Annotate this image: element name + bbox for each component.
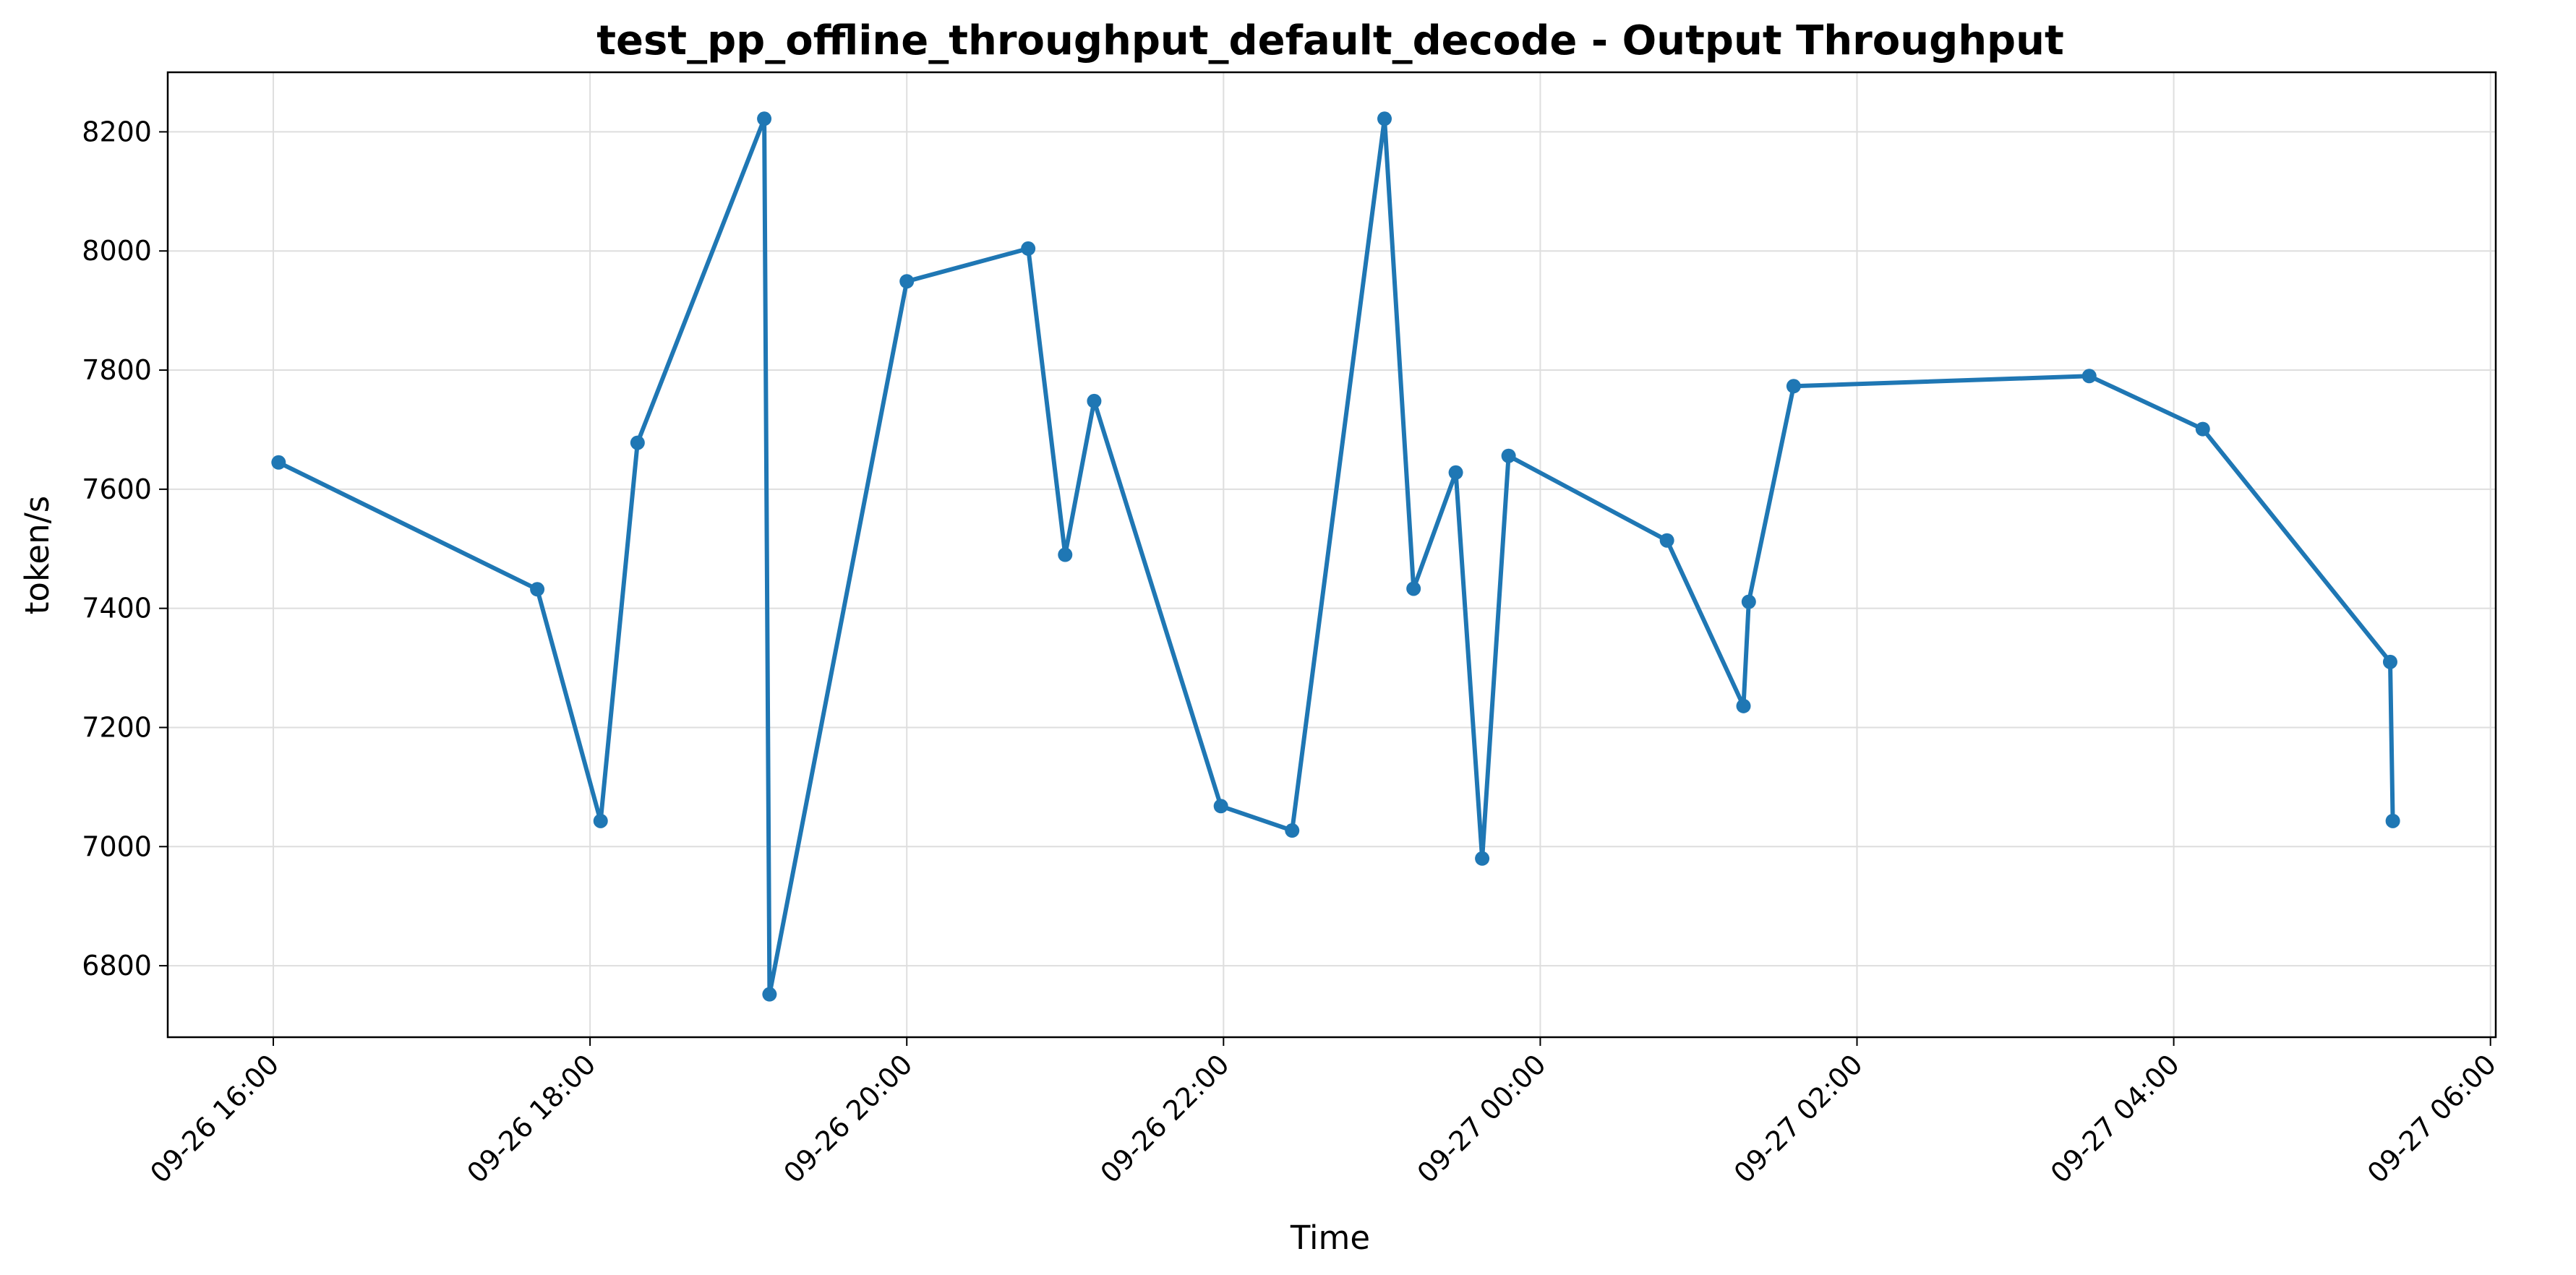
data-point (530, 582, 545, 597)
data-point (1475, 851, 1490, 866)
data-point (2385, 813, 2400, 828)
data-point (2081, 369, 2097, 384)
data-point (1213, 799, 1228, 814)
data-point (1786, 379, 1801, 394)
y-tick-label: 7800 (82, 354, 152, 386)
data-point (757, 111, 772, 126)
data-point (1501, 448, 1516, 463)
data-point (2382, 654, 2397, 669)
data-point (1659, 533, 1674, 548)
data-point (593, 813, 608, 828)
chart-title: test_pp_offline_throughput_default_decod… (596, 17, 2064, 64)
data-point (1377, 111, 1392, 126)
data-point (271, 455, 286, 470)
data-point (762, 987, 777, 1002)
plot-frame (166, 71, 2497, 1039)
y-tick-label: 7600 (82, 473, 152, 505)
data-point (1058, 547, 1073, 562)
data-point (899, 274, 915, 289)
y-axis: 6800 7000 7200 7400 7600 7800 8000 8200 (82, 116, 168, 982)
y-tick-label: 8200 (82, 116, 152, 147)
data-point (630, 435, 645, 450)
data-point (1087, 393, 1102, 408)
y-tick-label: 7000 (82, 830, 152, 862)
y-tick-label: 7200 (82, 711, 152, 743)
y-axis-label: token/s (18, 496, 56, 614)
data-point (1741, 594, 1756, 609)
data-point (2195, 421, 2210, 437)
x-axis-label: Time (1290, 1219, 1370, 1257)
y-tick-label: 7400 (82, 593, 152, 624)
data-point (1285, 823, 1300, 838)
data-point (1406, 581, 1421, 596)
data-points (271, 111, 2400, 1002)
y-tick-label: 8000 (82, 235, 152, 267)
data-point (1736, 698, 1751, 713)
data-point (1021, 241, 1036, 256)
y-tick-label: 6800 (82, 950, 152, 982)
data-point (1448, 465, 1463, 480)
grid (168, 72, 2496, 1037)
